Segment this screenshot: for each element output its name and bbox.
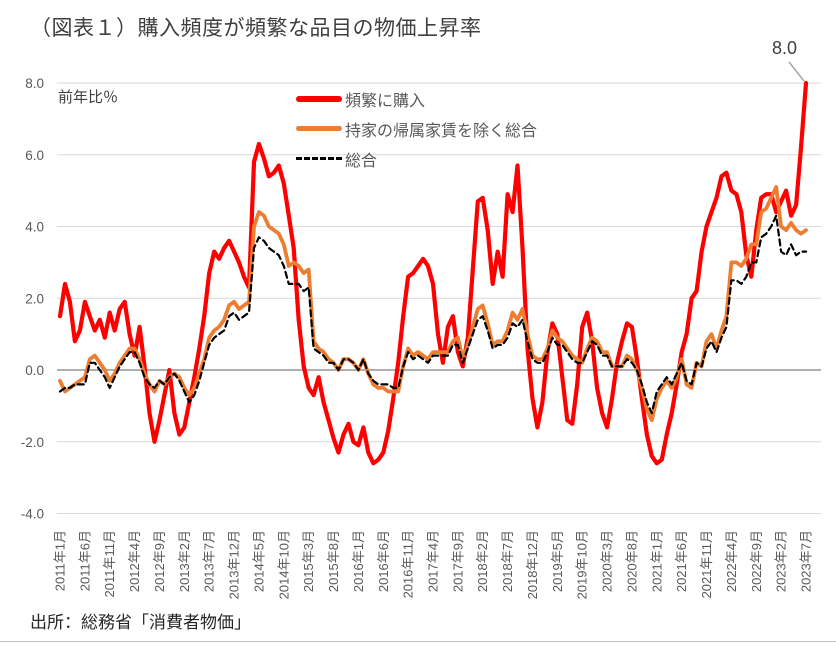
x-tick-label: 2020年8月 [624,530,639,592]
bottom-divider [0,641,836,642]
chart-legend: 頻繁に購入 持家の帰属家賃を除く総合 総合 [296,88,538,170]
legend-label-frequently-purchased: 頻繁に購入 [345,92,426,110]
chart-title: （図表１）購入頻度が頻繁な品目の物価上昇率 [30,17,482,40]
y-tick-label: -2.0 [21,435,44,450]
x-tick-label: 2022年4月 [724,530,739,592]
x-tick-label: 2021年6月 [674,530,689,592]
x-tick-label: 2023年7月 [799,530,814,592]
x-tick-label: 2016年1月 [351,530,366,592]
x-tick-label: 2016年6月 [376,530,391,592]
x-tick-label: 2011年1月 [53,530,68,591]
annotation-leader-line [788,61,805,82]
x-tick-label: 2017年9月 [450,530,465,592]
x-tick-label: 2016年11月 [401,530,416,598]
x-tick-label: 2018年2月 [475,530,490,592]
x-tick-label: 2013年2月 [177,530,192,592]
x-tick-label: 2017年4月 [426,530,441,592]
x-tick-label: 2011年6月 [77,530,92,591]
orange-line-swatch-icon [296,126,342,131]
x-tick-label: 2018年7月 [500,530,515,592]
legend-label-ex-imputed-rent: 持家の帰属家賃を除く総合 [345,122,538,140]
x-tick-label: 2013年12月 [227,530,242,599]
x-tick-label: 2018年12月 [525,530,540,599]
y-axis-unit-label: 前年比％ [58,89,119,106]
x-tick-label: 2012年4月 [127,530,142,592]
x-tick-label: 2023年2月 [774,530,789,592]
x-tick-label: 2021年1月 [649,530,664,592]
x-tick-label: 2013年7月 [202,530,217,592]
y-tick-label: 6.0 [25,148,44,163]
y-tick-label: -4.0 [21,507,44,522]
x-tick-label: 2019年10月 [575,530,590,599]
y-tick-label: 2.0 [25,291,44,306]
x-tick-label: 2014年10月 [276,530,291,599]
legend-item-all-items: 総合 [296,148,537,170]
peak-value-annotation: 8.0 [772,38,798,58]
x-tick-label: 2015年8月 [326,530,341,592]
series-line-0 [57,80,809,466]
x-tick-label: 2014年5月 [251,530,266,592]
series-line-2 [58,214,808,415]
legend-item-frequently-purchased: 頻繁に購入 [296,88,537,110]
x-tick-label: 2015年3月 [301,530,316,592]
x-tick-label: 2021年11月 [699,530,714,598]
x-tick-label: 2011年11月 [102,530,117,597]
x-tick-label: 2022年9月 [749,530,764,592]
x-tick-label: 2019年5月 [550,530,565,592]
y-tick-label: 8.0 [25,76,44,91]
legend-label-all-items: 総合 [345,152,378,170]
x-tick-label: 2012年9月 [152,530,167,592]
source-note: 出所：総務省「消費者物価」 [30,613,251,632]
y-tick-label: 0.0 [25,363,44,378]
series-line-1 [58,185,808,423]
legend-item-ex-imputed-rent: 持家の帰属家賃を除く総合 [296,118,538,140]
red-line-swatch-icon [296,95,342,102]
y-tick-label: 4.0 [25,220,44,235]
black-dashed-line-swatch-icon [296,157,342,160]
x-tick-label: 2020年3月 [600,530,615,592]
